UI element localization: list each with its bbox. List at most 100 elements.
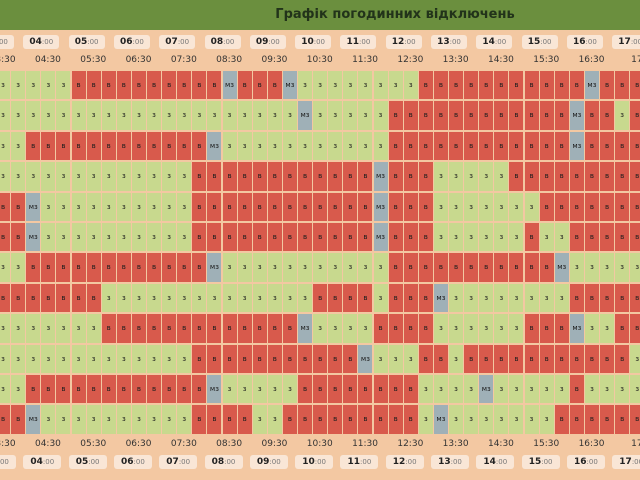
power-off-cell: в	[600, 162, 614, 190]
power-on-cell: з	[600, 314, 614, 342]
power-off-cell: в	[253, 314, 267, 342]
power-off-cell: в	[540, 132, 554, 160]
power-on-cell: з	[72, 162, 86, 190]
power-on-cell: з	[11, 375, 25, 403]
power-on-cell: з	[0, 101, 10, 129]
maybe-off-cell: мз	[434, 284, 448, 312]
power-on-cell: з	[192, 284, 206, 312]
power-off-cell: в	[570, 223, 584, 251]
power-on-cell: з	[374, 253, 388, 281]
maybe-off-cell: мз	[585, 71, 599, 99]
power-off-cell: в	[283, 345, 297, 373]
power-off-cell: в	[358, 405, 372, 433]
maybe-off-cell: мз	[374, 223, 388, 251]
hour-label-08: 08:00	[205, 35, 241, 49]
power-off-cell: в	[389, 223, 403, 251]
power-on-cell: з	[494, 405, 508, 433]
power-on-cell: з	[464, 314, 478, 342]
power-on-cell: з	[283, 132, 297, 160]
power-off-cell: в	[585, 101, 599, 129]
power-off-cell: в	[192, 314, 206, 342]
half-hour-label: 07:30	[161, 51, 206, 69]
power-off-cell: в	[358, 223, 372, 251]
power-on-cell: з	[56, 223, 70, 251]
power-on-cell: з	[434, 162, 448, 190]
power-on-cell: з	[0, 375, 10, 403]
power-off-cell: в	[555, 314, 569, 342]
power-on-cell: з	[56, 193, 70, 221]
power-off-cell: в	[525, 314, 539, 342]
power-on-cell: з	[223, 132, 237, 160]
power-off-cell: в	[630, 162, 640, 190]
power-off-cell: в	[238, 193, 252, 221]
half-hour-label: 08:30	[207, 51, 252, 69]
power-off-cell: в	[253, 193, 267, 221]
power-on-cell: з	[56, 314, 70, 342]
power-off-cell: в	[615, 405, 629, 433]
power-on-cell: з	[56, 101, 70, 129]
power-off-cell: в	[570, 284, 584, 312]
power-off-cell: в	[132, 132, 146, 160]
half-hour-label: 10:30	[297, 51, 342, 69]
power-on-cell: з	[223, 375, 237, 403]
power-on-cell: з	[177, 101, 191, 129]
power-off-cell: в	[630, 314, 640, 342]
maybe-off-cell: мз	[298, 314, 312, 342]
power-off-cell: в	[313, 223, 327, 251]
half-hour-label: 16:30	[569, 435, 614, 453]
half-hour-label: 09:30	[252, 51, 297, 69]
power-off-cell: в	[585, 284, 599, 312]
power-on-cell: з	[87, 345, 101, 373]
power-on-cell: з	[72, 314, 86, 342]
power-on-cell: з	[555, 223, 569, 251]
power-on-cell: з	[253, 253, 267, 281]
half-hour-label: 13:30	[433, 51, 478, 69]
hour-label-17: 17:00	[612, 35, 640, 49]
power-off-cell: в	[585, 132, 599, 160]
power-off-cell: в	[56, 284, 70, 312]
power-off-cell: в	[419, 314, 433, 342]
half-hour-label: 09:30	[252, 435, 297, 453]
power-off-cell: в	[343, 162, 357, 190]
power-on-cell: з	[479, 223, 493, 251]
power-on-cell: з	[207, 284, 221, 312]
power-off-cell: в	[147, 132, 161, 160]
power-on-cell: з	[419, 375, 433, 403]
power-off-cell: в	[540, 314, 554, 342]
power-on-cell: з	[56, 405, 70, 433]
power-off-cell: в	[223, 405, 237, 433]
hour-label-10: 10:00	[295, 455, 333, 469]
hour-label-05: 05:00	[69, 35, 105, 49]
power-on-cell: з	[283, 253, 297, 281]
power-on-cell: з	[11, 101, 25, 129]
power-off-cell: в	[404, 284, 418, 312]
power-off-cell: в	[585, 345, 599, 373]
power-off-cell: в	[162, 71, 176, 99]
half-hour-label: 08:30	[207, 435, 252, 453]
power-off-cell: в	[555, 132, 569, 160]
power-off-cell: в	[555, 101, 569, 129]
power-off-cell: в	[283, 405, 297, 433]
power-on-cell: з	[132, 345, 146, 373]
power-on-cell: з	[615, 101, 629, 129]
power-off-cell: в	[11, 223, 25, 251]
power-on-cell: з	[464, 162, 478, 190]
power-on-cell: з	[494, 314, 508, 342]
power-on-cell: з	[479, 405, 493, 433]
power-on-cell: з	[358, 132, 372, 160]
power-on-cell: з	[162, 223, 176, 251]
power-on-cell: з	[509, 223, 523, 251]
power-on-cell: з	[374, 71, 388, 99]
power-off-cell: в	[0, 405, 10, 433]
power-on-cell: з	[87, 162, 101, 190]
power-off-cell: в	[630, 405, 640, 433]
power-on-cell: з	[41, 314, 55, 342]
power-on-cell: з	[343, 71, 357, 99]
power-off-cell: в	[540, 71, 554, 99]
power-off-cell: в	[87, 284, 101, 312]
power-off-cell: в	[238, 162, 252, 190]
hour-label-16: 16:00	[567, 35, 603, 49]
hour-label-14: 14:00	[476, 455, 514, 469]
power-off-cell: в	[147, 375, 161, 403]
power-off-cell: в	[404, 223, 418, 251]
